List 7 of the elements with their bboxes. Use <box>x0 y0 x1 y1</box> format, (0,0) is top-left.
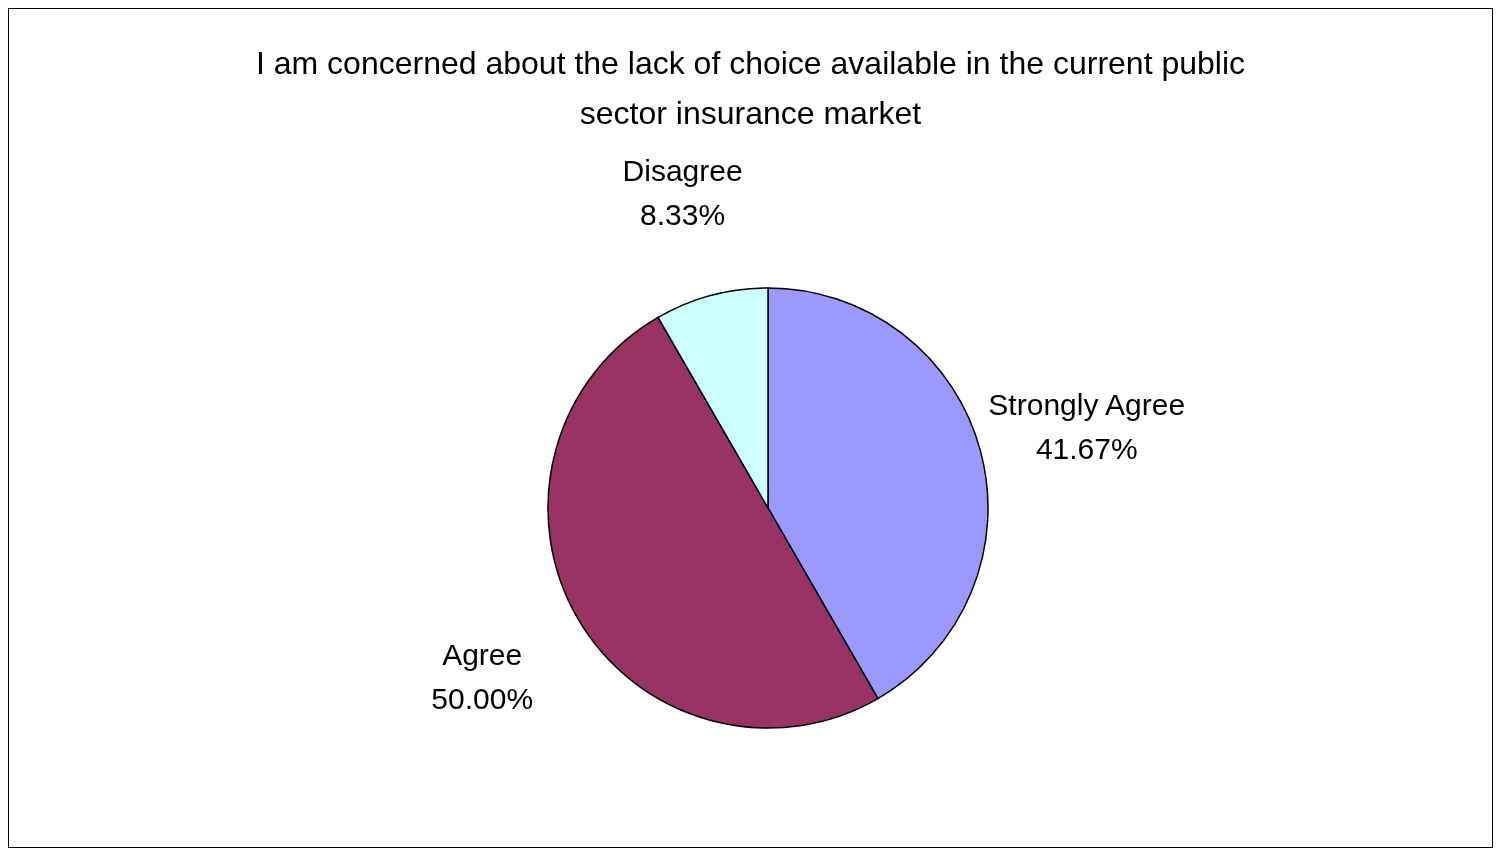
slice-label: Agree <box>442 637 523 671</box>
slice-label: Strongly Agree <box>988 387 1186 421</box>
slice-label: Disagree <box>622 154 743 188</box>
data-label: 50.00% <box>431 681 534 715</box>
data-label: 8.33% <box>640 198 726 232</box>
chart-title: I am concerned about the lack of choice available in the current public sector insurance market <box>255 45 1246 131</box>
data-label: 41.67% <box>1035 431 1138 465</box>
